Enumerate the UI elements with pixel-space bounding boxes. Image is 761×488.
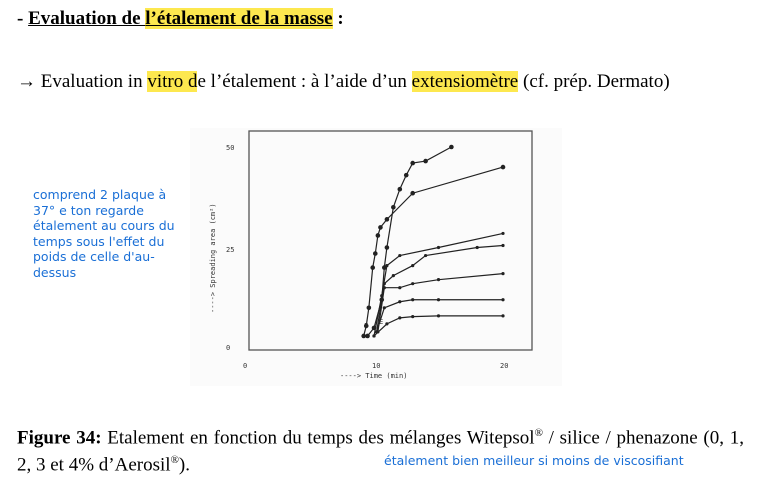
heading-highlighted-text: l’étalement de la masse bbox=[145, 8, 333, 29]
caption-text: / silice / phenazone (0, 1, 2, 3 et 4% d… bbox=[17, 427, 744, 476]
y-tick-label: 0 bbox=[226, 344, 230, 352]
figure-chart: 50 25 0 0 10 20 ----> Time (min) ----> S… bbox=[190, 128, 562, 386]
data-point bbox=[382, 306, 386, 310]
text: Evaluation in bbox=[36, 71, 148, 92]
data-point bbox=[501, 231, 505, 236]
data-point bbox=[363, 323, 369, 329]
data-point bbox=[410, 160, 415, 166]
caption-text: Etalement en fonction du temps des mélan… bbox=[101, 427, 535, 449]
y-tick-label: 50 bbox=[226, 144, 234, 152]
data-point bbox=[372, 334, 376, 338]
data-point bbox=[365, 333, 370, 339]
heading-dash: - bbox=[17, 8, 29, 29]
plot-frame bbox=[248, 130, 533, 351]
data-point bbox=[384, 245, 390, 250]
section-heading: - Evaluation de l’étalement de la masse … bbox=[17, 8, 344, 30]
data-point bbox=[411, 282, 415, 286]
data-point bbox=[385, 322, 389, 326]
x-tick-label: 0 bbox=[243, 362, 247, 370]
data-point bbox=[436, 298, 441, 302]
y-axis-label: ----> Spreading area (cm²) bbox=[209, 203, 217, 313]
data-point bbox=[449, 144, 454, 150]
data-point bbox=[361, 333, 366, 339]
data-point bbox=[398, 300, 402, 304]
data-point bbox=[382, 265, 387, 270]
data-point bbox=[382, 286, 386, 290]
data-point bbox=[403, 172, 409, 178]
data-point bbox=[501, 314, 505, 318]
data-point bbox=[501, 243, 505, 248]
data-point bbox=[398, 253, 402, 258]
data-point bbox=[500, 164, 506, 170]
spreading-chart: 50 25 0 0 10 20 ----> Time (min) ----> S… bbox=[209, 130, 533, 380]
data-point bbox=[384, 217, 390, 222]
series-line-5 bbox=[377, 273, 504, 333]
text: e l’étalement : à l’aide d’un bbox=[197, 71, 412, 92]
data-point bbox=[391, 274, 395, 278]
point-label-e: E bbox=[379, 318, 383, 326]
data-point bbox=[398, 316, 402, 320]
data-point bbox=[398, 286, 402, 290]
data-point bbox=[378, 225, 383, 230]
data-point bbox=[372, 251, 378, 256]
data-point bbox=[501, 298, 505, 302]
data-point bbox=[436, 278, 441, 282]
data-point bbox=[424, 253, 428, 258]
data-point bbox=[397, 186, 403, 192]
registered-mark: ® bbox=[534, 427, 543, 439]
series-line-7 bbox=[373, 315, 503, 337]
data-point bbox=[436, 245, 441, 250]
annotation-bottom: étalement bien meilleur si moins de visc… bbox=[384, 453, 684, 468]
caption-text: ). bbox=[178, 454, 190, 476]
figure-caption: Figure 34: Etalement en fonction du temp… bbox=[17, 422, 744, 477]
data-point bbox=[366, 305, 372, 311]
data-point bbox=[411, 263, 415, 268]
data-point bbox=[411, 315, 415, 319]
data-point bbox=[423, 158, 428, 164]
data-point bbox=[411, 298, 415, 302]
data-point bbox=[436, 314, 441, 318]
y-tick-label: 25 bbox=[226, 246, 234, 254]
series-line-6 bbox=[376, 299, 503, 333]
data-point bbox=[410, 190, 415, 196]
heading-text: Evaluation de bbox=[28, 8, 146, 29]
data-point bbox=[385, 263, 389, 268]
annotation-left: comprend 2 plaque à 37° e ton regarde ét… bbox=[33, 187, 175, 280]
registered-mark: ® bbox=[170, 454, 179, 467]
data-point bbox=[501, 272, 505, 276]
highlight-extensiometre: extensiomètre bbox=[411, 71, 519, 92]
data-point bbox=[375, 233, 381, 238]
series-line-1 bbox=[363, 166, 504, 337]
evaluation-line: → Evaluation in vitro de l’étalement : à… bbox=[17, 71, 670, 93]
data-point bbox=[370, 265, 376, 270]
caption-label: Figure 34: bbox=[17, 427, 102, 449]
x-tick-label: 10 bbox=[372, 362, 380, 370]
highlight-vitro: vitro d bbox=[147, 71, 198, 92]
x-tick-label: 20 bbox=[500, 362, 508, 370]
text: (cf. prép. Dermato) bbox=[518, 71, 670, 92]
data-point bbox=[382, 282, 386, 286]
series-line-3 bbox=[373, 232, 504, 337]
data-point bbox=[391, 205, 396, 210]
heading-colon: : bbox=[332, 8, 344, 29]
data-point bbox=[475, 245, 479, 250]
x-axis-label: ----> Time (min) bbox=[340, 372, 407, 380]
arrow-right-icon: → bbox=[17, 71, 36, 92]
